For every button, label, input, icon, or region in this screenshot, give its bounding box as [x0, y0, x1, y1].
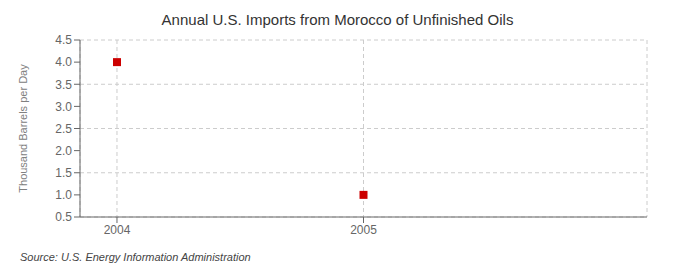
svg-text:2005: 2005	[350, 223, 377, 237]
svg-text:3.0: 3.0	[55, 100, 72, 114]
svg-text:1.0: 1.0	[55, 188, 72, 202]
html-text:Source: U.S. Energy Informatio: Source: U.S. Energy Information Administ…	[20, 251, 251, 263]
svg-text:0.5: 0.5	[55, 210, 72, 224]
svg-text:3.5: 3.5	[55, 78, 72, 92]
svg-text:4.5: 4.5	[55, 33, 72, 47]
svg-text:Thousand Barrels per Day: Thousand Barrels per Day	[17, 64, 29, 193]
svg-text:2004: 2004	[104, 223, 131, 237]
svg-text:2.0: 2.0	[55, 144, 72, 158]
svg-text:1.5: 1.5	[55, 166, 72, 180]
svg-text:4.0: 4.0	[55, 55, 72, 69]
html-text:Annual U.S. Imports from Moroc: Annual U.S. Imports from Morocco of Unfi…	[161, 11, 514, 28]
svg-text:2.5: 2.5	[55, 122, 72, 136]
